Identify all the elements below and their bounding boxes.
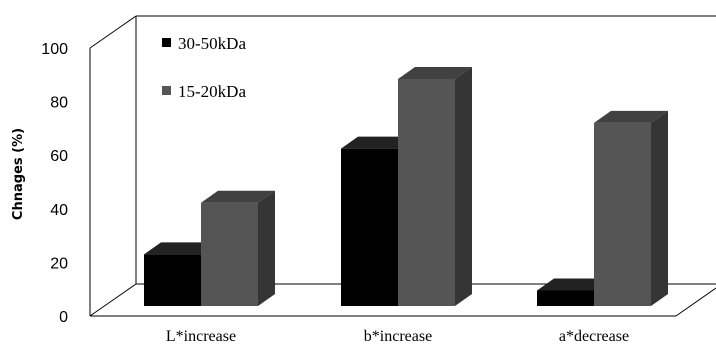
bar-front: [201, 202, 258, 306]
bar-front: [594, 122, 651, 306]
category-labels: L*increase b*increase a*decrease: [166, 328, 629, 345]
bar-top: [594, 110, 668, 123]
bar-side: [258, 190, 275, 306]
bar-front: [398, 78, 455, 307]
legend: 30-50kDa 15-20kDa: [162, 34, 246, 101]
bar-top: [341, 136, 415, 149]
bar-front: [144, 254, 201, 306]
bar: [398, 66, 472, 307]
bar-side: [651, 110, 668, 306]
y-tick-label: 100: [41, 41, 68, 58]
side-wall-top: [89, 15, 137, 49]
legend-swatch: [162, 86, 171, 95]
floor-left-edge: [89, 283, 137, 317]
bar-top: [144, 242, 218, 255]
bar-side: [455, 66, 472, 307]
bars: [144, 66, 668, 307]
x-tick-label: b*increase: [364, 328, 432, 345]
y-tick-label: 20: [50, 255, 68, 272]
y-tick-label: 0: [59, 309, 68, 326]
y-axis-label: Chnages (%): [11, 128, 26, 220]
bar-top: [537, 278, 611, 291]
x-tick-label: a*decrease: [559, 328, 629, 345]
legend-label: 30-50kDa: [178, 34, 246, 53]
y-tick-label: 60: [50, 148, 68, 165]
bar-front: [341, 148, 398, 306]
y-tick-labels: 0 20 40 60 80 100: [41, 41, 68, 326]
y-tick-label: 80: [50, 95, 68, 112]
bar-top: [201, 190, 275, 203]
bar: [594, 110, 668, 306]
bar-front: [537, 290, 594, 306]
legend-swatch: [162, 38, 171, 47]
bar-top: [398, 66, 472, 79]
x-tick-label: L*increase: [166, 328, 236, 345]
floor-right-edge: [675, 287, 716, 317]
y-tick-label: 40: [50, 202, 68, 219]
legend-label: 15-20kDa: [178, 82, 246, 101]
bar: [201, 190, 275, 306]
